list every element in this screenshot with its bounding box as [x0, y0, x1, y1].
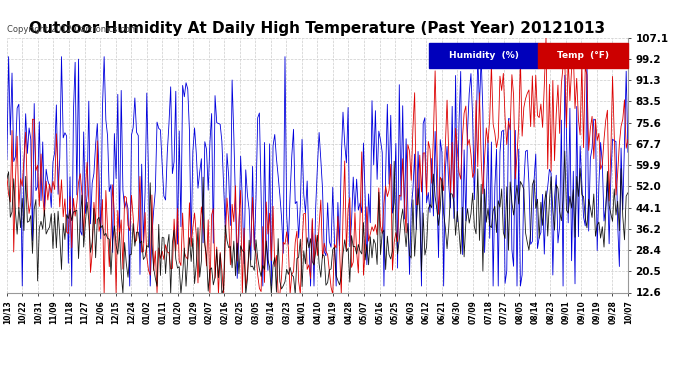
FancyBboxPatch shape — [429, 43, 538, 68]
FancyBboxPatch shape — [538, 43, 628, 68]
Text: Copyright 2012 Cartronics.com: Copyright 2012 Cartronics.com — [7, 25, 138, 34]
Text: Temp  (°F): Temp (°F) — [557, 51, 609, 60]
Title: Outdoor Humidity At Daily High Temperature (Past Year) 20121013: Outdoor Humidity At Daily High Temperatu… — [30, 21, 605, 36]
Text: Humidity  (%): Humidity (%) — [448, 51, 518, 60]
